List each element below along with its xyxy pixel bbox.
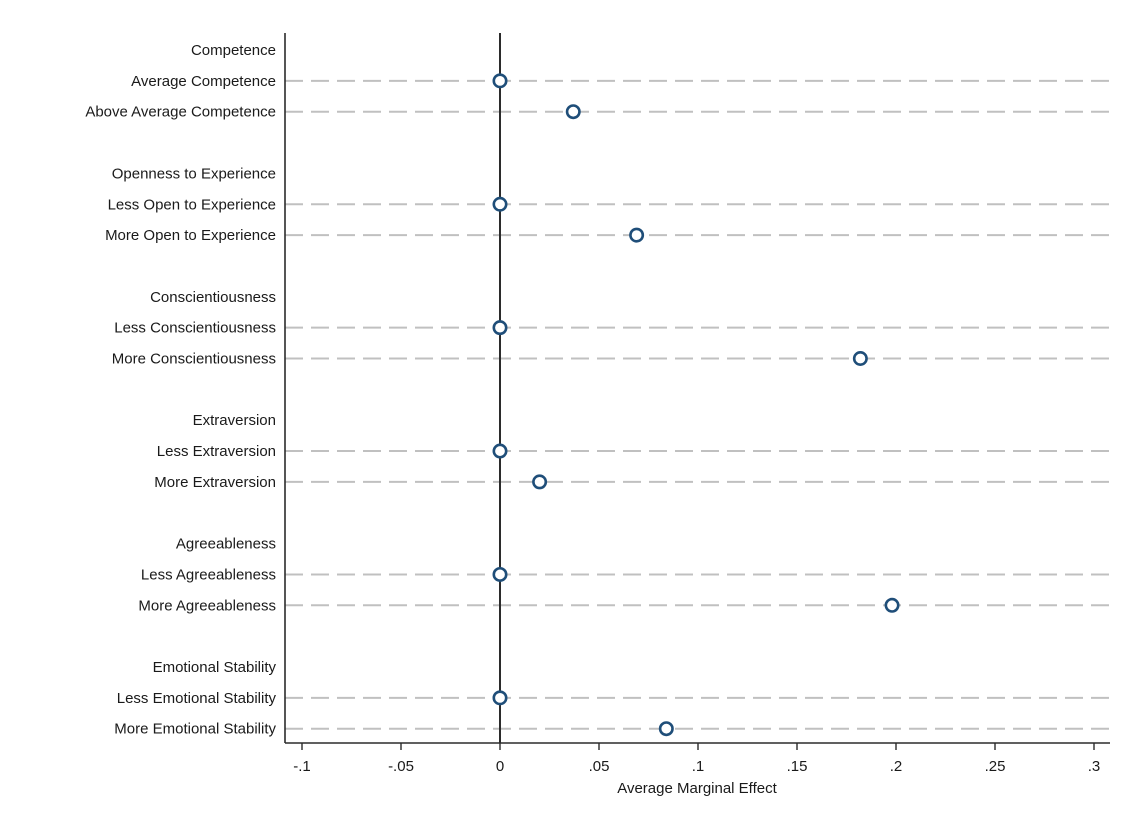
x-tick-label: .1 xyxy=(692,758,705,775)
row-label: Average Competence xyxy=(131,73,276,90)
row-label: More Open to Experience xyxy=(105,227,276,244)
row-label: Less Conscientiousness xyxy=(114,320,276,337)
row-label: Above Average Competence xyxy=(85,104,276,121)
x-tick-label: -.1 xyxy=(293,758,311,775)
data-point xyxy=(492,196,508,212)
row-label-layer: Competence Average Competence Above Averag… xyxy=(85,42,276,738)
row-label: Less Emotional Stability xyxy=(117,690,277,707)
x-tick-label: -.05 xyxy=(388,758,414,775)
row-label: More Conscientiousness xyxy=(112,351,276,368)
row-label: Less Open to Experience xyxy=(108,196,276,213)
x-tick-label: .2 xyxy=(890,758,903,775)
data-point xyxy=(492,690,508,706)
row-label: More Extraversion xyxy=(154,474,276,491)
x-tick-label: 0 xyxy=(496,758,504,775)
row-label: More Agreeableness xyxy=(138,597,276,614)
group-header-label: Competence xyxy=(191,42,276,59)
row-label: Less Extraversion xyxy=(157,443,276,460)
x-tick-label: .3 xyxy=(1088,758,1101,775)
row-label: Less Agreeableness xyxy=(141,566,276,583)
data-point xyxy=(532,474,548,490)
data-point xyxy=(492,443,508,459)
x-tick-label: .05 xyxy=(589,758,610,775)
group-header-label: Extraversion xyxy=(193,412,276,429)
group-header-label: Openness to Experience xyxy=(112,165,276,182)
data-point xyxy=(629,227,645,243)
grid-layer xyxy=(285,79,1110,730)
data-point xyxy=(565,104,581,120)
x-axis-title: Average Marginal Effect xyxy=(617,780,777,797)
row-label: More Emotional Stability xyxy=(114,721,276,738)
group-header-label: Emotional Stability xyxy=(153,659,277,676)
point-layer xyxy=(492,73,900,737)
group-header-label: Conscientiousness xyxy=(150,289,276,306)
data-point xyxy=(658,721,674,737)
axis-layer: -.1 -.05 0 .05 .1 .15 .2 .25 .3 xyxy=(284,33,1110,775)
data-point xyxy=(492,73,508,89)
group-header-label: Agreeableness xyxy=(176,536,276,553)
data-point xyxy=(492,566,508,582)
x-tick-label: .25 xyxy=(985,758,1006,775)
x-tick-label: .15 xyxy=(787,758,808,775)
data-point xyxy=(852,350,868,366)
data-point xyxy=(884,597,900,613)
data-point xyxy=(492,320,508,336)
